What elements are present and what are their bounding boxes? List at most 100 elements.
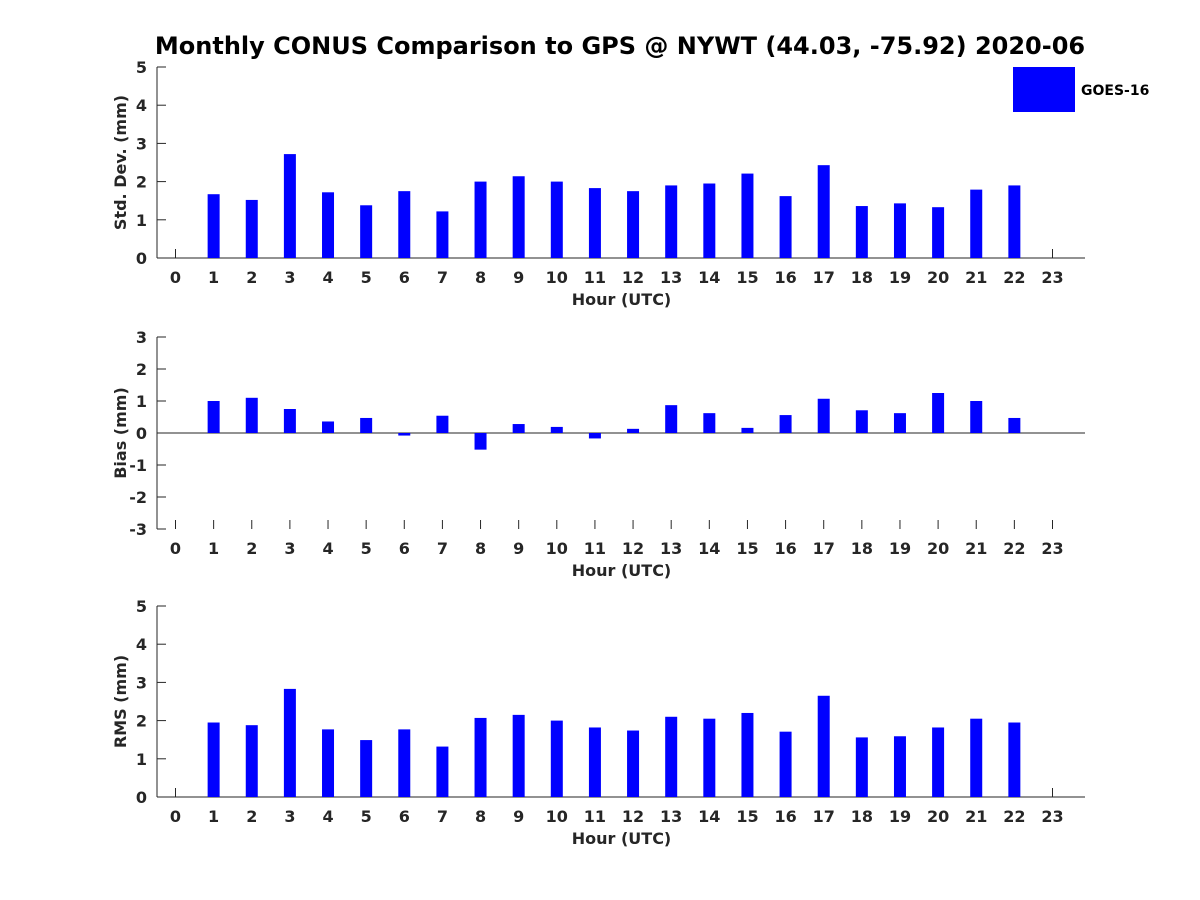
bias-bar-hour-18 [855,410,868,433]
bias-y-tick-label: 3 [136,328,147,347]
rms-x-tick-label: 12 [622,807,644,826]
std-dev-x-tick-label: 16 [774,268,796,287]
std-dev-bar-hour-20 [932,207,945,258]
std-dev-y-tick-label: 4 [136,96,147,115]
rms-x-tick-label: 15 [736,807,758,826]
bias-bar-hour-13 [665,405,678,433]
rms-x-tick-label: 11 [584,807,606,826]
bias-y-tick-label: -2 [129,488,147,507]
bias-x-tick-label: 8 [475,539,486,558]
std-dev-bar-hour-2 [245,199,258,258]
rms-bar-hour-6 [398,729,411,797]
std-dev-x-tick-label: 3 [284,268,295,287]
bias-x-tick-label: 20 [927,539,949,558]
bias-x-tick-label: 6 [399,539,410,558]
bias-x-tick-label: 3 [284,539,295,558]
bias-bar-hour-10 [550,426,563,433]
std-dev-x-tick-label: 19 [889,268,911,287]
std-dev-bar-hour-17 [817,165,830,258]
rms-y-tick-label: 4 [136,635,147,654]
rms-x-tick-label: 9 [513,807,524,826]
bias-bar-hour-19 [893,413,906,433]
rms-y-label: RMS (mm) [111,655,130,748]
bias-bar-hour-5 [360,417,373,433]
std-dev-y-label: Std. Dev. (mm) [111,95,130,230]
std-dev-bar-hour-11 [588,188,601,258]
rms-x-tick-label: 0 [170,807,181,826]
bias-bar-hour-15 [741,427,754,433]
std-dev-x-tick-label: 13 [660,268,682,287]
bias-y-label: Bias (mm) [111,387,130,479]
bias-bar-hour-9 [512,424,525,433]
bias-x-tick-label: 16 [774,539,796,558]
bias-bar-hour-2 [245,397,258,433]
bias-bar-hour-7 [436,415,449,433]
std-dev-bar-hour-5 [360,205,373,258]
bias-x-tick-label: 1 [208,539,219,558]
std-dev-x-tick-label: 0 [170,268,181,287]
rms-x-tick-label: 1 [208,807,219,826]
rms-bar-hour-10 [550,720,563,797]
bias-x-tick-label: 11 [584,539,606,558]
bias-y-tick-label: -1 [129,456,147,475]
std-dev-x-tick-label: 21 [965,268,987,287]
rms-bar-hour-7 [436,746,449,797]
bias-y-tick-label: -3 [129,520,147,539]
rms-bar-hour-5 [360,740,373,797]
std-dev-y-tick-label: 5 [136,58,147,77]
std-dev-x-tick-label: 2 [246,268,257,287]
bias-bar-hour-14 [703,413,716,433]
bias-bar-hour-21 [970,401,983,433]
rms-x-tick-label: 6 [399,807,410,826]
bias-x-tick-label: 7 [437,539,448,558]
std-dev-x-tick-label: 12 [622,268,644,287]
rms-x-label: Hour (UTC) [572,829,672,848]
rms-y-tick-label: 0 [136,788,147,807]
bias-bar-hour-1 [207,401,220,433]
bias-bar-hour-3 [283,409,296,433]
std-dev-bar-hour-8 [474,181,487,258]
rms-bar-hour-8 [474,717,487,797]
std-dev-bar-hour-21 [970,189,983,258]
rms-bar-hour-17 [817,695,830,797]
std-dev-x-tick-label: 14 [698,268,720,287]
rms-x-tick-label: 13 [660,807,682,826]
legend-label: GOES-16 [1081,83,1149,99]
std-dev-bar-hour-13 [665,185,678,258]
bias-x-tick-label: 9 [513,539,524,558]
rms-bar-hour-21 [970,718,983,797]
std-dev-x-tick-label: 8 [475,268,486,287]
bias-y-tick-label: 1 [136,392,147,411]
bias-x-tick-label: 18 [851,539,873,558]
legend: GOES-16 [1013,67,1149,112]
std-dev-bar-hour-14 [703,183,716,258]
rms-bar-hour-2 [245,725,258,797]
rms-bar-hour-1 [207,722,220,797]
std-dev-y-tick-label: 0 [136,249,147,268]
bias-bar-hour-16 [779,415,792,433]
bias-x-tick-label: 19 [889,539,911,558]
bias-x-tick-label: 4 [322,539,333,558]
std-dev-x-tick-label: 23 [1041,268,1063,287]
std-dev-bar-hour-7 [436,211,449,258]
rms-x-tick-label: 16 [774,807,796,826]
std-dev-bar-hour-3 [283,154,296,258]
rms-bar-hour-16 [779,731,792,797]
rms-x-tick-label: 10 [546,807,568,826]
std-dev-bar-hour-15 [741,173,754,258]
std-dev-x-tick-label: 1 [208,268,219,287]
std-dev-x-tick-label: 6 [399,268,410,287]
rms-bar-hour-13 [665,716,678,797]
rms-x-tick-label: 22 [1003,807,1025,826]
std-dev-x-tick-label: 15 [736,268,758,287]
bias-bar-hour-17 [817,398,830,433]
std-dev-y-tick-label: 2 [136,173,147,192]
std-dev-bar-hour-4 [322,192,335,258]
std-dev-x-tick-label: 18 [851,268,873,287]
bias-x-tick-label: 17 [813,539,835,558]
std-dev-x-tick-label: 4 [322,268,333,287]
rms-x-tick-label: 23 [1041,807,1063,826]
std-dev-x-tick-label: 5 [361,268,372,287]
